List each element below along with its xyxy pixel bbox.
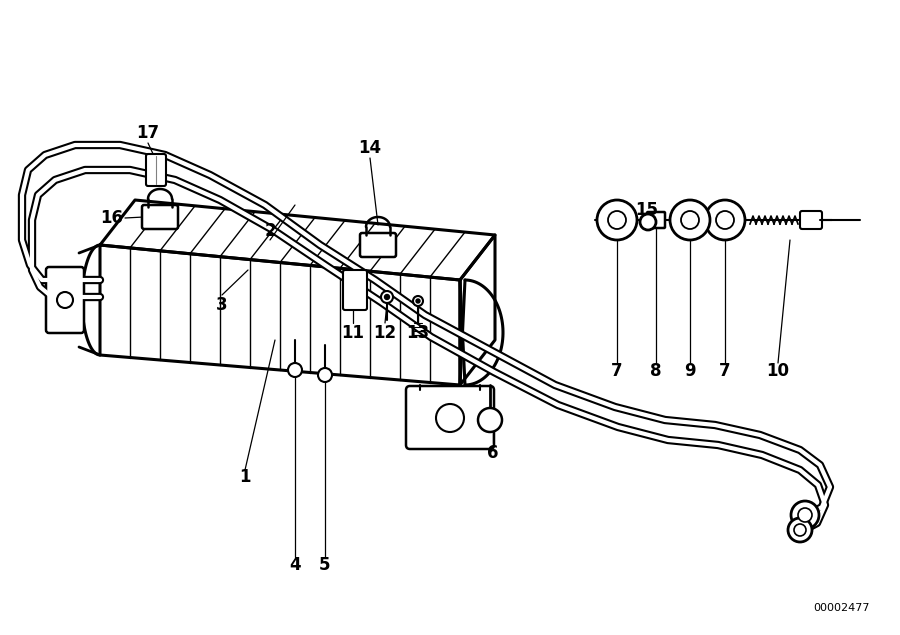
Text: 3: 3 [216, 296, 228, 314]
FancyBboxPatch shape [146, 154, 166, 186]
Text: 9: 9 [684, 362, 696, 380]
Circle shape [608, 211, 626, 229]
Circle shape [436, 404, 464, 432]
Circle shape [384, 295, 390, 300]
Text: 15: 15 [635, 201, 659, 219]
Circle shape [798, 508, 812, 522]
Circle shape [670, 200, 710, 240]
Circle shape [288, 363, 302, 377]
Circle shape [318, 368, 332, 382]
Text: 6: 6 [487, 444, 499, 462]
Circle shape [57, 292, 73, 308]
Text: 00002477: 00002477 [814, 603, 870, 613]
FancyBboxPatch shape [406, 386, 494, 449]
Text: 4: 4 [289, 556, 301, 574]
Circle shape [705, 200, 745, 240]
Circle shape [681, 211, 699, 229]
Text: 7: 7 [719, 362, 731, 380]
Circle shape [478, 408, 502, 432]
FancyBboxPatch shape [142, 205, 178, 229]
Text: 2: 2 [265, 222, 275, 240]
Circle shape [716, 211, 734, 229]
Text: 14: 14 [358, 139, 382, 157]
Text: 17: 17 [137, 124, 159, 142]
Text: 10: 10 [767, 362, 789, 380]
FancyBboxPatch shape [46, 267, 84, 333]
Circle shape [791, 501, 819, 529]
FancyBboxPatch shape [360, 233, 396, 257]
Text: 11: 11 [341, 324, 365, 342]
Circle shape [416, 299, 420, 303]
Circle shape [794, 524, 806, 536]
Text: 5: 5 [320, 556, 331, 574]
Circle shape [788, 518, 812, 542]
Text: 12: 12 [374, 324, 397, 342]
Circle shape [381, 291, 393, 303]
FancyBboxPatch shape [647, 212, 665, 228]
Text: 8: 8 [650, 362, 662, 380]
Text: 16: 16 [101, 209, 123, 227]
FancyBboxPatch shape [343, 270, 367, 310]
Circle shape [597, 200, 637, 240]
Text: 13: 13 [407, 324, 429, 342]
FancyBboxPatch shape [800, 211, 822, 229]
Text: 1: 1 [239, 468, 251, 486]
Text: 7: 7 [611, 362, 623, 380]
Circle shape [413, 296, 423, 306]
Circle shape [640, 214, 656, 230]
